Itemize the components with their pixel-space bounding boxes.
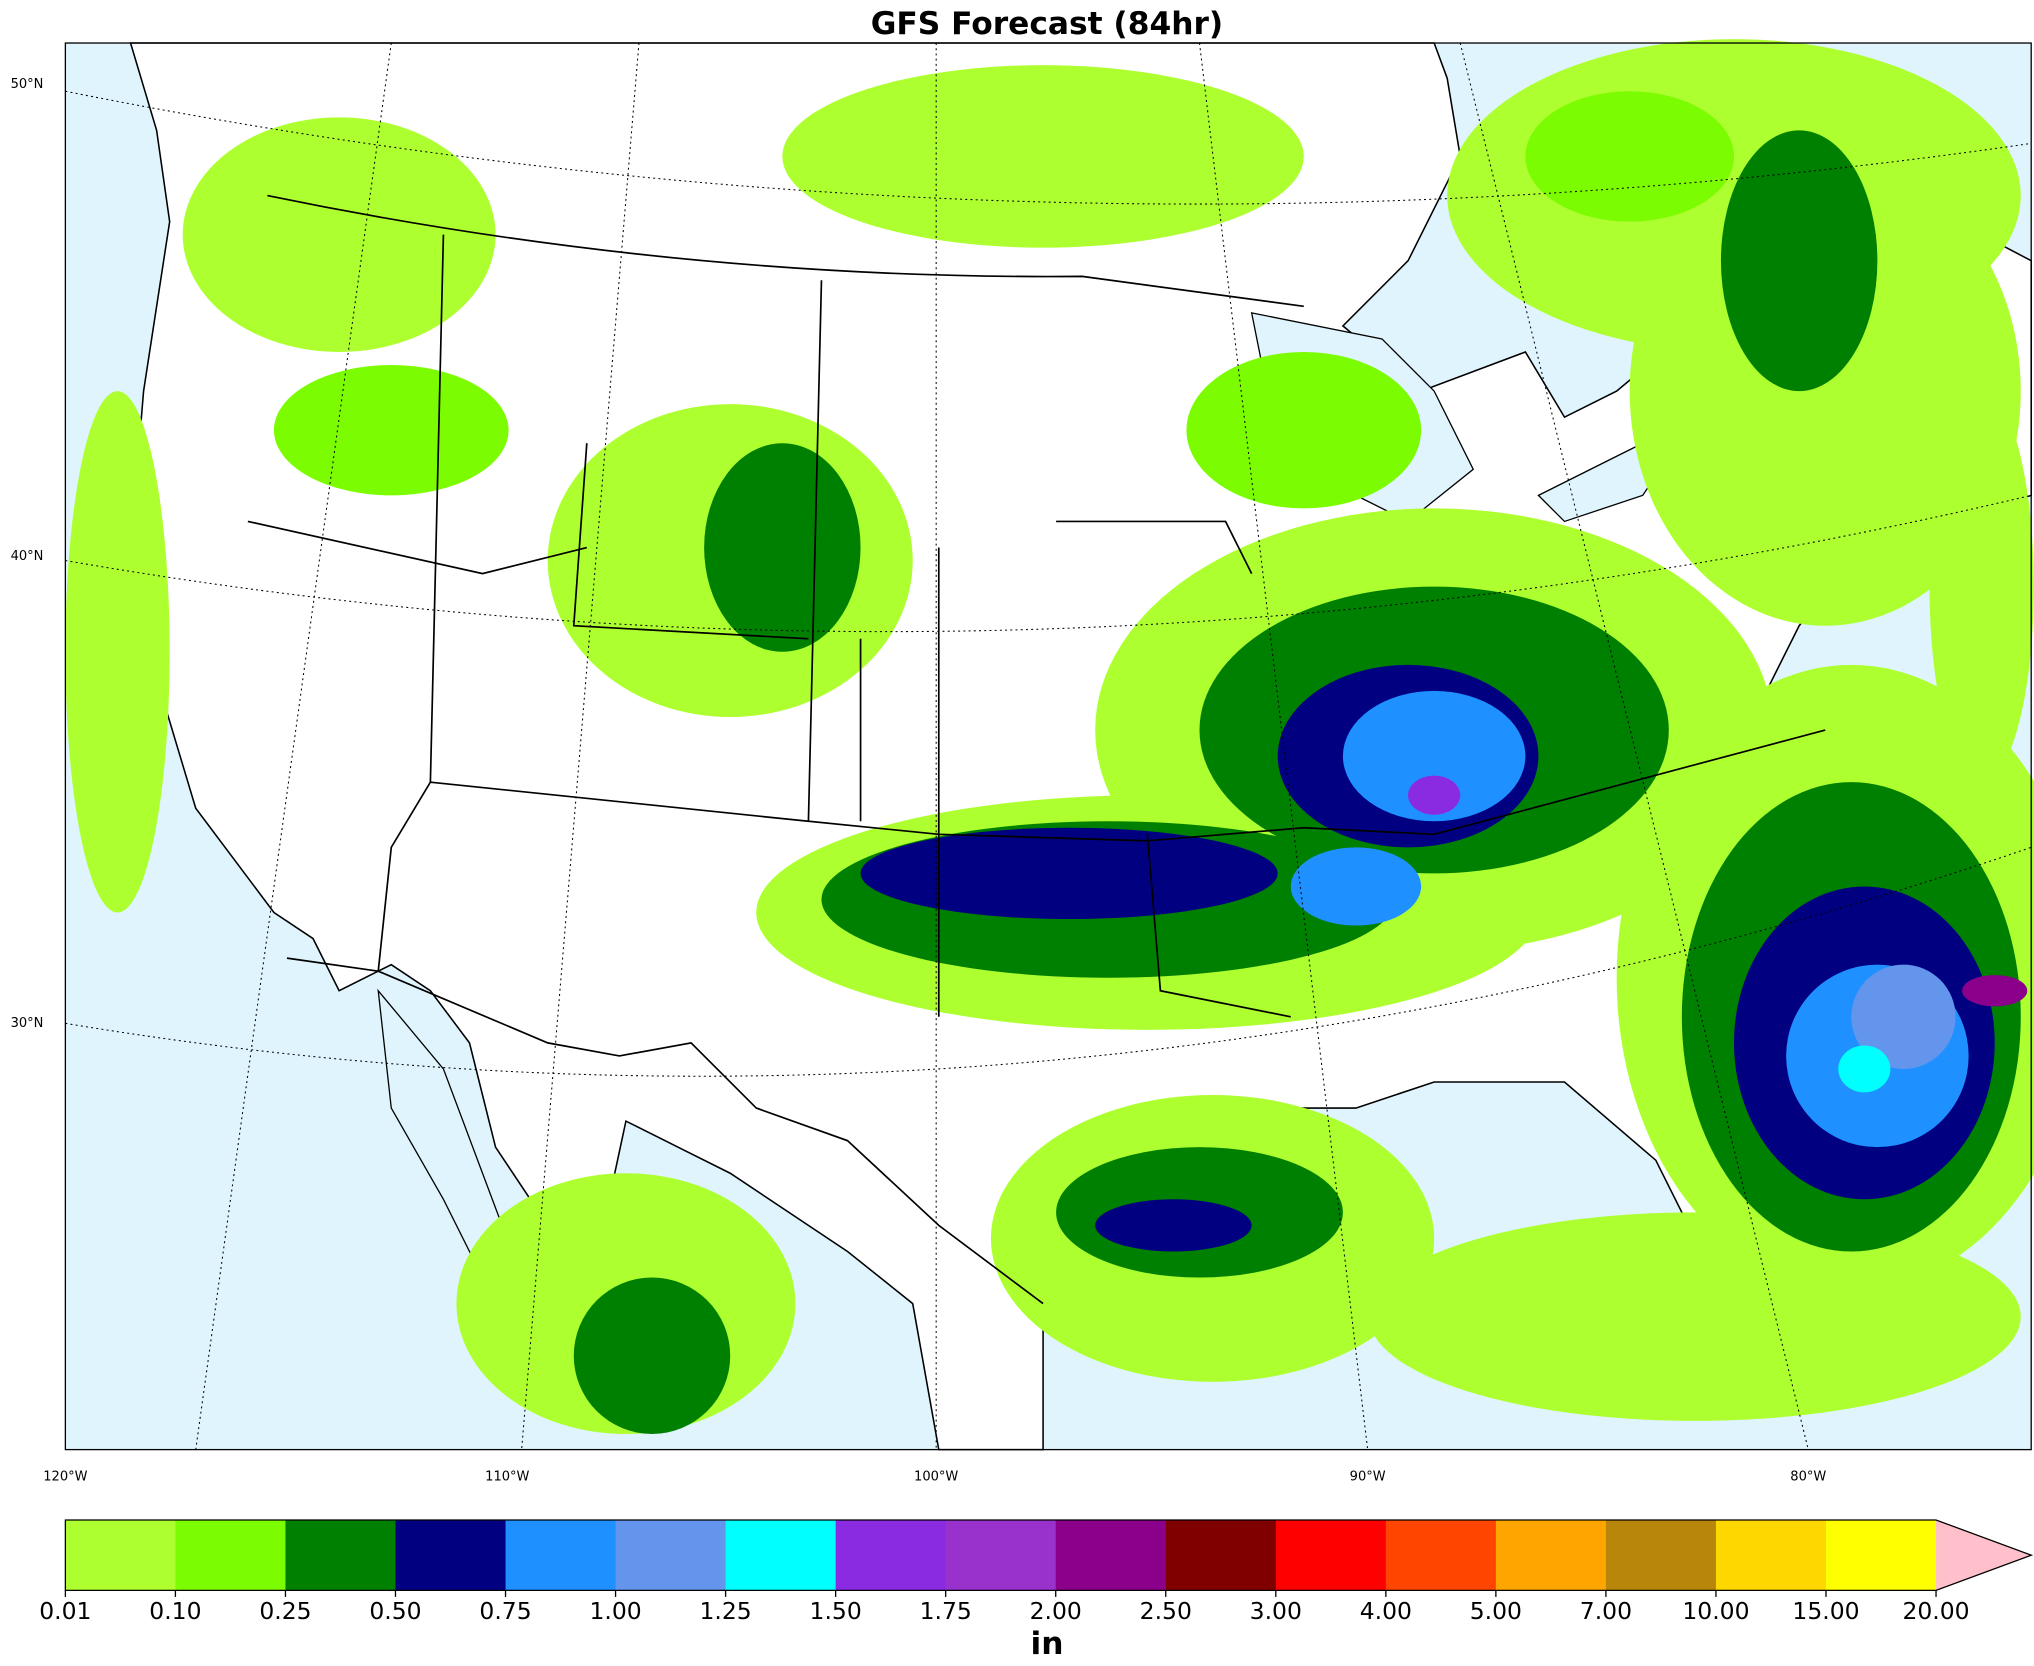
lon-label: 120°W	[43, 1469, 87, 1484]
precip-area	[1342, 690, 1526, 822]
precip-area	[782, 65, 1304, 248]
colorbar-segment	[285, 1519, 397, 1591]
colorbar-segment	[945, 1519, 1057, 1591]
colorbar-tick-label: 0.75	[479, 1597, 531, 1625]
graticule	[65, 42, 2032, 1450]
lon-label: 100°W	[914, 1469, 958, 1484]
colorbar-segment	[615, 1519, 727, 1591]
colorbar-segment	[175, 1519, 287, 1591]
colorbar-segment	[1055, 1519, 1167, 1591]
colorbar-segment	[1825, 1519, 1937, 1591]
colorbar-segment	[1165, 1519, 1277, 1591]
precip-area	[1851, 964, 1956, 1069]
precipitation	[65, 39, 2034, 1434]
colorbar-outline	[64, 1519, 2034, 1592]
colorbar-tick-label: 7.00	[1580, 1597, 1632, 1625]
colorbar-tick-label: 1.00	[589, 1597, 641, 1625]
colorbar-segment	[65, 1519, 177, 1591]
colorbar-tick-label: 20.00	[1902, 1597, 1969, 1625]
precip-area	[65, 391, 170, 913]
colorbar-tick-label: 1.50	[810, 1597, 862, 1625]
precip-area	[1962, 975, 2028, 1007]
precip-area	[1720, 130, 1878, 392]
colorbar-unit: in	[1030, 1626, 1063, 1662]
lat-label: 40°N	[11, 549, 44, 564]
colorbar-segment	[1715, 1519, 1827, 1591]
colorbar-tick-label: 15.00	[1792, 1597, 1859, 1625]
precip-area	[273, 365, 509, 496]
colorbar-tick-label: 4.00	[1360, 1597, 1412, 1625]
precip-area	[1929, 391, 2034, 783]
colorbar-tick-label: 1.25	[699, 1597, 751, 1625]
colorbar-tick-label: 0.10	[149, 1597, 201, 1625]
precip-area	[1838, 1045, 1891, 1093]
precip-area	[182, 117, 496, 352]
precip-area	[1525, 91, 1734, 222]
lon-label: 80°W	[1790, 1469, 1826, 1484]
colorbar-tick-label: 0.50	[369, 1597, 421, 1625]
precip-area	[573, 1277, 731, 1434]
colorbar-segment	[1275, 1519, 1387, 1591]
precip-area	[860, 827, 1278, 920]
colorbar-segment	[835, 1519, 947, 1591]
lon-label: 90°W	[1350, 1469, 1386, 1484]
colorbar-segment	[1605, 1519, 1717, 1591]
colorbar-tick-label: 0.01	[39, 1597, 91, 1625]
colorbar-segment	[1495, 1519, 1607, 1591]
colorbar-tick-label: 1.75	[920, 1597, 972, 1625]
precip-area	[1408, 775, 1461, 815]
lon-label: 110°W	[485, 1469, 529, 1484]
borders	[247, 194, 1826, 1305]
precip-area	[1290, 847, 1422, 926]
map-frame	[64, 42, 2032, 1451]
precip-area	[1368, 1212, 2021, 1421]
precip-area	[1095, 1199, 1252, 1252]
colorbar-tick-label: 2.50	[1140, 1597, 1192, 1625]
precip-area	[704, 443, 861, 652]
colorbar: 0.01 0.10 0.25 0.50 0.75 1.00 1.25 1.50 1.75 2.00…	[39, 1519, 2034, 1625]
colorbar-tick-label: 5.00	[1470, 1597, 1522, 1625]
colorbar-tick-label: 2.00	[1030, 1597, 1082, 1625]
colorbar-tick-label: 10.00	[1682, 1597, 1749, 1625]
map	[64, 39, 2034, 1451]
map-title: GFS Forecast (84hr)	[871, 6, 1223, 42]
colorbar-extend	[1936, 1519, 2032, 1591]
colorbar-tick-label: 0.25	[259, 1597, 311, 1625]
colorbar-segment	[505, 1519, 617, 1591]
colorbar-tick-label: 3.00	[1250, 1597, 1302, 1625]
colorbar-segment	[725, 1519, 837, 1591]
lat-label: 50°N	[11, 77, 44, 92]
lat-label: 30°N	[11, 1016, 44, 1031]
colorbar-segment	[395, 1519, 507, 1591]
colorbar-segment	[1385, 1519, 1497, 1591]
precip-area	[1186, 351, 1422, 509]
